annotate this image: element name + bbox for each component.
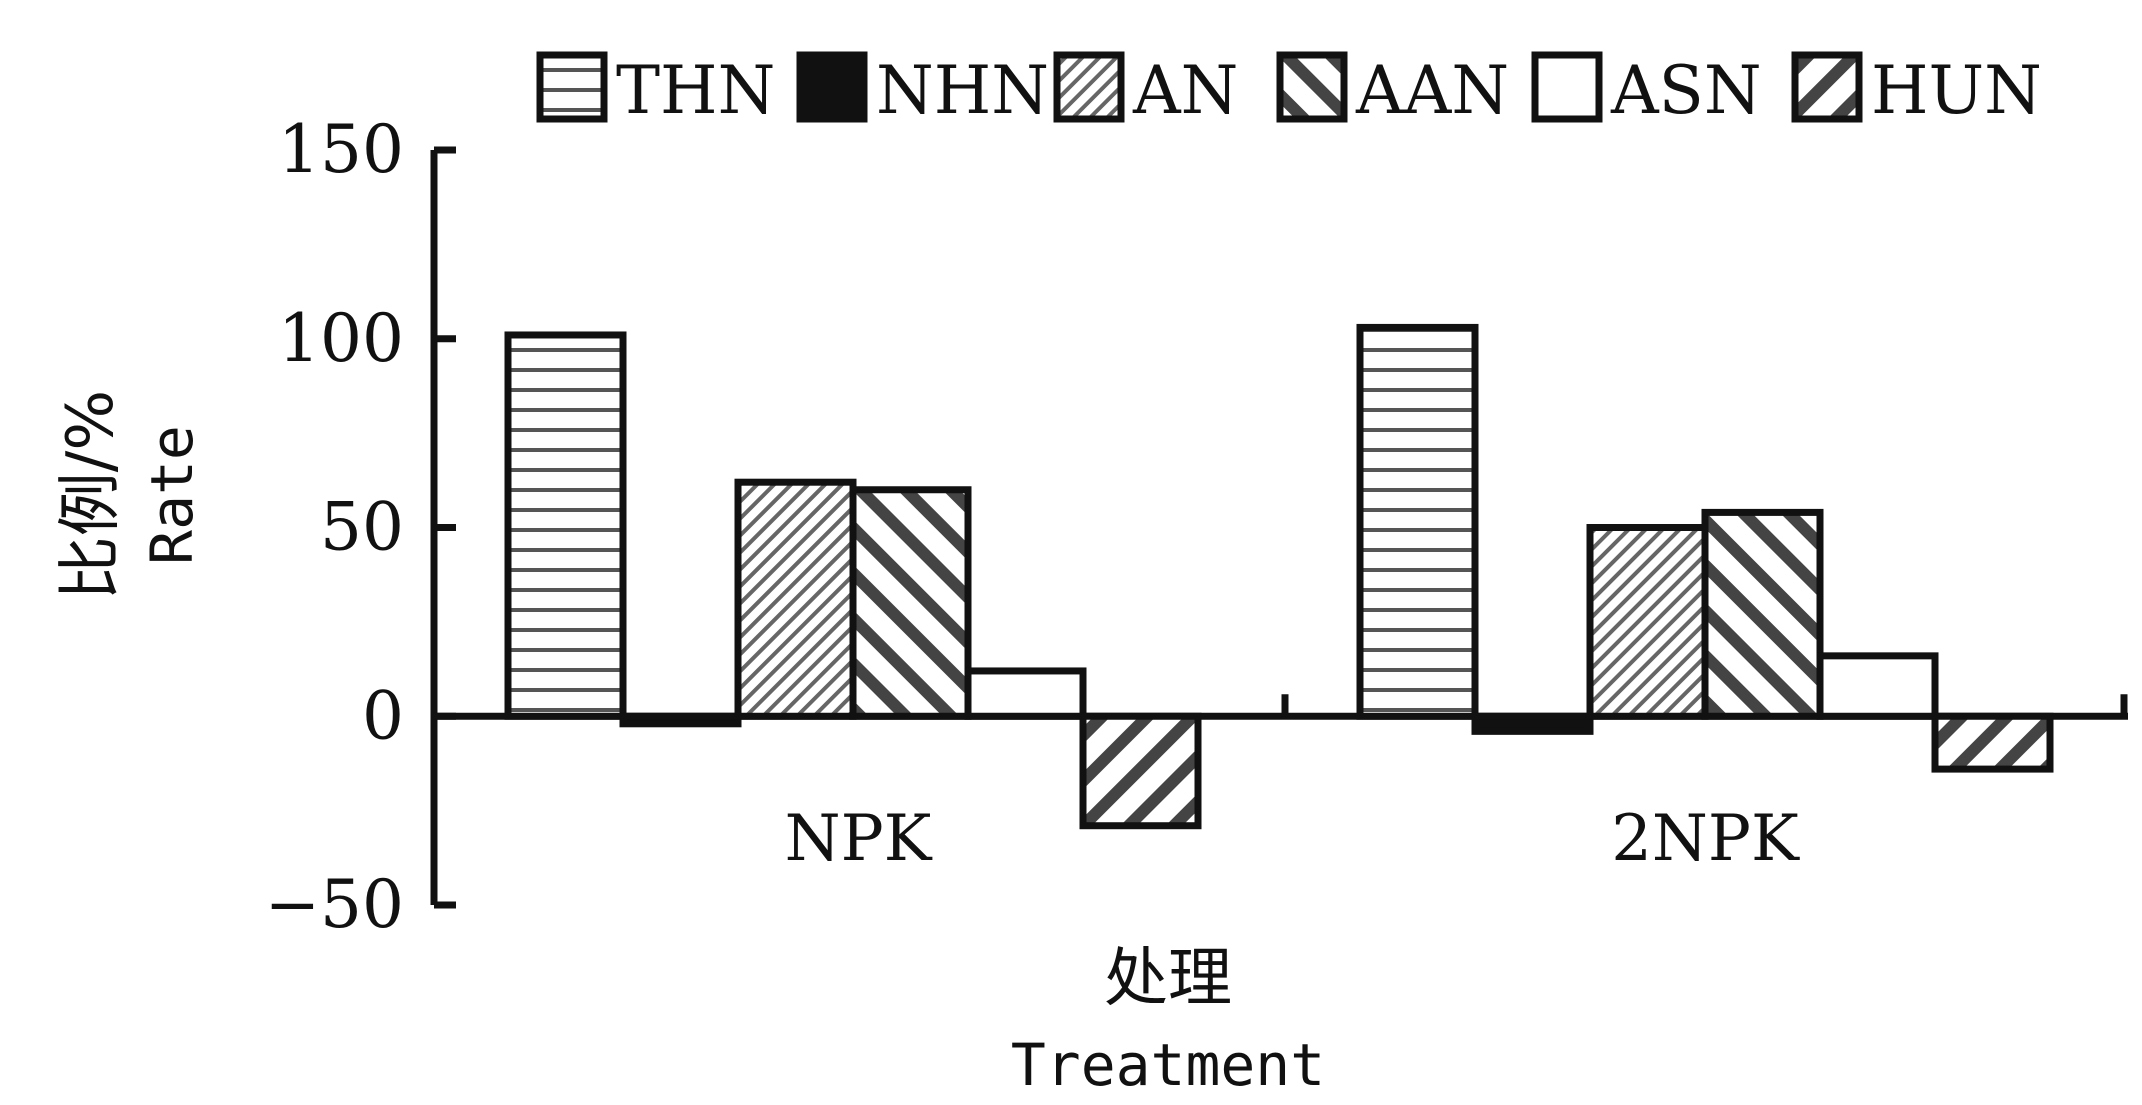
- legend-swatch-thn: [536, 51, 608, 123]
- legend-label-thn: THN: [616, 52, 775, 129]
- category-label-npk: NPK: [785, 802, 933, 876]
- legend-swatch-hun: [1791, 51, 1863, 123]
- legend: THN NHN AN AAN ASN HUN: [536, 51, 2042, 129]
- bar-thn-npk: [504, 331, 627, 720]
- y-tick-label: 150: [278, 111, 404, 188]
- category-label-2npk: 2NPK: [1611, 802, 1800, 876]
- labels: NPK 2NPK: [785, 802, 1800, 876]
- legend-item-asn: ASN: [1531, 51, 1762, 129]
- legend-swatch-aan: [1276, 51, 1348, 123]
- legend-swatch-an: [1053, 51, 1125, 123]
- legend-label-aan: AAN: [1355, 52, 1509, 129]
- legend-swatch-asn: [1531, 51, 1603, 123]
- bar-asn-npk: [964, 667, 1087, 720]
- y-tick-label: 0: [362, 677, 404, 754]
- bar-hun-npk: [1079, 712, 1202, 830]
- legend-label-an: AN: [1132, 52, 1238, 129]
- bar-aan-npk: [849, 486, 972, 720]
- bar-hun-2npk: [1931, 712, 2054, 773]
- bars: [504, 323, 2054, 830]
- bar-nhn-npk: [619, 712, 742, 728]
- legend-item-an: AN: [1053, 51, 1238, 129]
- bar-aan-2npk: [1701, 508, 1824, 720]
- legend-item-aan: AAN: [1276, 51, 1509, 129]
- bar-an-2npk: [1586, 524, 1709, 720]
- legend-item-nhn: NHN: [796, 51, 1049, 129]
- bar-an-npk: [734, 478, 857, 720]
- y-tick-label: 50: [320, 489, 404, 566]
- y-axis-title-en: Rate: [138, 425, 206, 565]
- legend-item-thn: THN: [536, 51, 775, 129]
- y-axis-title-cn: 比例/%: [54, 390, 128, 600]
- legend-label-hun: HUN: [1871, 52, 2042, 129]
- y-tick-label: −50: [265, 866, 404, 943]
- bar-nhn-2npk: [1471, 712, 1594, 735]
- legend-label-nhn: NHN: [876, 52, 1049, 129]
- legend-swatch-nhn: [796, 51, 868, 123]
- bar-thn-2npk: [1356, 323, 1479, 720]
- legend-label-asn: ASN: [1610, 52, 1762, 129]
- x-axis-title-cn: 处理: [1104, 942, 1232, 1016]
- x-axis-title-en: Treatment: [1011, 1031, 1325, 1099]
- y-tick-label: 100: [278, 300, 404, 377]
- legend-item-hun: HUN: [1791, 51, 2042, 129]
- bar-asn-2npk: [1816, 652, 1939, 720]
